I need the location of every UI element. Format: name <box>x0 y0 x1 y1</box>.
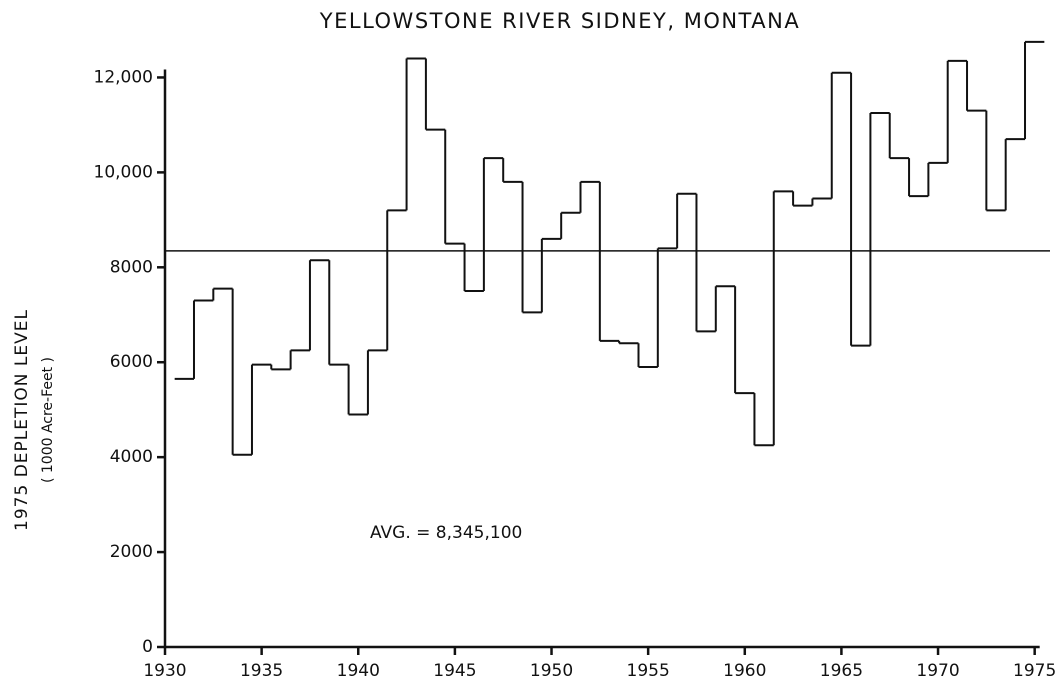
x-tick-label: 1970 <box>916 661 959 681</box>
x-tick-label: 1950 <box>530 661 573 681</box>
y-tick-label: 8000 <box>110 257 153 277</box>
y-tick-label: 0 <box>142 637 153 657</box>
y-axis-sublabel: ( 1000 Acre-Feet ) <box>40 357 56 483</box>
x-tick-label: 1940 <box>337 661 380 681</box>
y-axis-label: 1975 DEPLETION LEVEL <box>12 309 32 531</box>
x-tick-label: 1955 <box>627 661 670 681</box>
y-tick-label: 12,000 <box>94 67 153 87</box>
chart-title: YELLOWSTONE RIVER SIDNEY, MONTANA <box>319 9 800 33</box>
x-tick-label: 1975 <box>1013 661 1056 681</box>
x-tick-label: 1960 <box>723 661 766 681</box>
annotation: AVG. = 8,345,100 <box>370 523 522 543</box>
y-tick-label: 4000 <box>110 447 153 467</box>
y-tick-label: 6000 <box>110 352 153 372</box>
x-tick-label: 1935 <box>240 661 283 681</box>
x-tick-label: 1930 <box>143 661 186 681</box>
x-tick-label: 1945 <box>433 661 476 681</box>
y-tick-label: 2000 <box>110 542 153 562</box>
x-tick-label: 1965 <box>820 661 863 681</box>
y-tick-label: 10,000 <box>94 162 153 182</box>
